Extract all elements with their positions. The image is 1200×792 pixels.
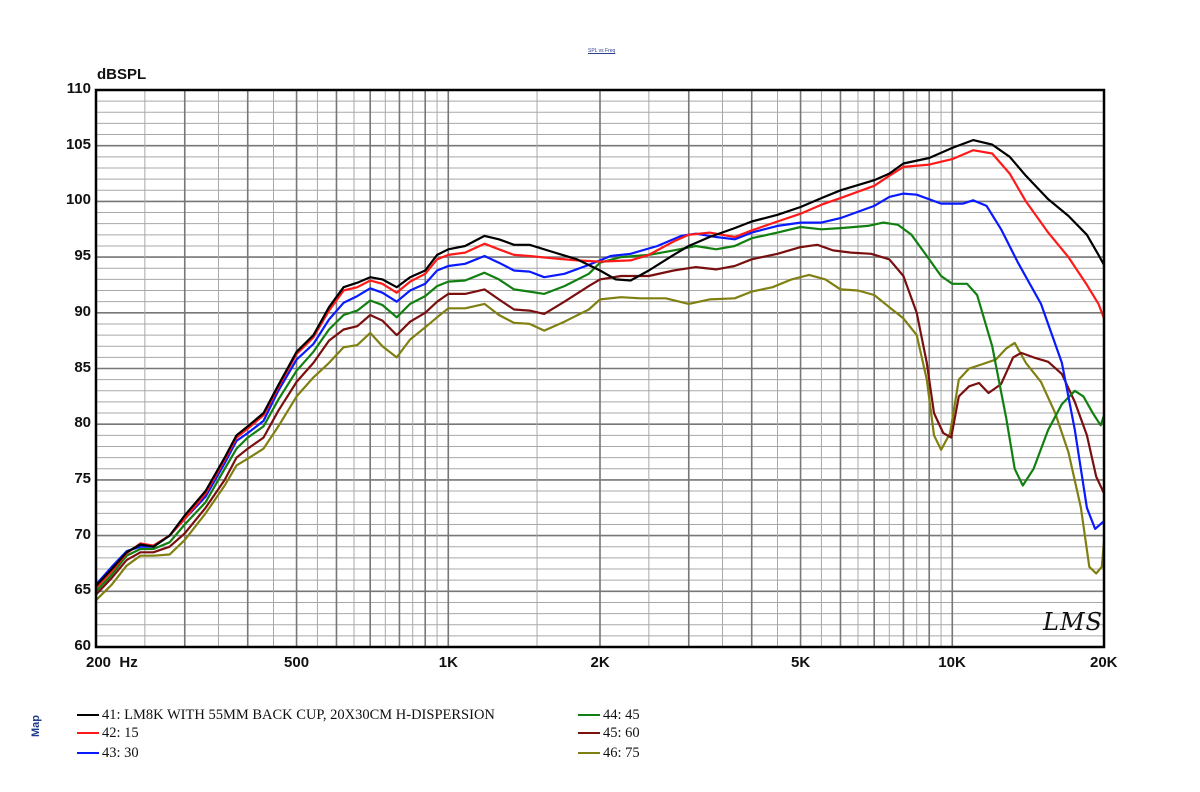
map-side-label: Map [30,715,42,737]
legend-item-43: 43: 30 [77,744,139,762]
chart-title: SPL vs Freq [588,48,616,54]
y-tick-label: 95 [74,247,91,265]
y-tick-label: 85 [74,358,91,376]
legend-label: 42: 15 [102,724,139,741]
y-tick-label: 65 [74,581,91,599]
x-tick-label: 500 [284,654,310,671]
legend-label: 43: 30 [102,744,139,761]
legend-label: 45: 60 [603,724,640,741]
legend-label: 44: 45 [603,706,640,723]
legend-swatch [578,751,600,755]
x-tick-label: 20K [1090,654,1118,671]
legend-swatch [578,731,600,735]
lms-signature-logo: LMS [1043,608,1103,636]
y-tick-label: 60 [74,637,91,654]
y-tick-label: 75 [74,469,91,487]
plot-frame [94,88,1106,649]
legend-swatch [77,731,99,735]
y-tick-label: 70 [74,525,91,543]
legend-item-44: 44: 45 [578,706,640,724]
y-tick-label: 105 [65,135,91,153]
vertical-gridlines [144,90,954,647]
y-tick-label: 90 [74,302,91,320]
x-tick-label: 2K [590,654,610,671]
series-line [94,149,1106,590]
y-tick-label: 110 [66,80,91,97]
legend-swatch [578,713,600,717]
series-line [94,243,1106,596]
legend-item-42: 42: 15 [77,724,139,742]
series-line [94,139,1106,587]
x-tick-label: 5K [791,654,811,671]
legend-item-46: 46: 75 [578,744,640,762]
legend-item-45: 45: 60 [578,724,640,742]
legend-label: 41: LM8K WITH 55MM BACK CUP, 20X30CM H-D… [102,706,495,723]
legend-swatch [77,713,99,717]
x-tick-label: 1K [438,654,458,671]
legend-label: 46: 75 [603,744,640,761]
y-tick-label: 80 [74,414,91,432]
series-line [94,273,1106,602]
series-line [94,192,1106,586]
legend-item-41: 41: LM8K WITH 55MM BACK CUP, 20X30CM H-D… [77,706,495,724]
y-tick-label: 100 [65,191,91,209]
y-axis-unit-label: dBSPL [97,66,147,83]
x-tick-label: 10K [938,654,966,671]
series-lines [94,139,1106,602]
legend-swatch [77,751,99,755]
x-tick-label: 200 Hz [86,654,138,671]
